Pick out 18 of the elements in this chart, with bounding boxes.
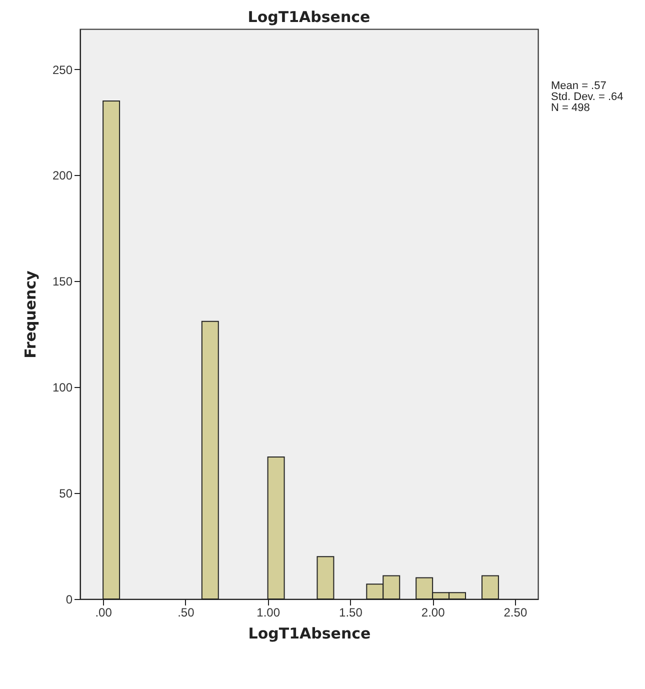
- x-tick-label: 2.50: [504, 606, 528, 620]
- y-axis-title: Frequency: [21, 270, 40, 358]
- x-tick-label: .50: [178, 606, 195, 620]
- text: Mean = .57: [551, 80, 608, 92]
- y-tick-label: 200: [52, 168, 73, 183]
- x-tick-label: 1.50: [339, 606, 363, 620]
- x-tick-label: 2.00: [421, 606, 446, 620]
- x-axis-title: LogT1Absence: [248, 624, 371, 642]
- y-tick-label: 250: [52, 62, 73, 77]
- text: N = 498: [551, 102, 591, 114]
- chart-title: LogT1Absence: [248, 8, 370, 26]
- y-tick-label: 50: [59, 486, 73, 501]
- y-tick-label: 0: [66, 592, 73, 606]
- x-tick-label: .00: [95, 606, 112, 620]
- text: Std. Dev. = .64: [551, 91, 624, 103]
- x-tick-label: 1.00: [256, 606, 280, 620]
- y-tick-label: 100: [52, 380, 73, 395]
- y-tick-label: 150: [52, 274, 73, 289]
